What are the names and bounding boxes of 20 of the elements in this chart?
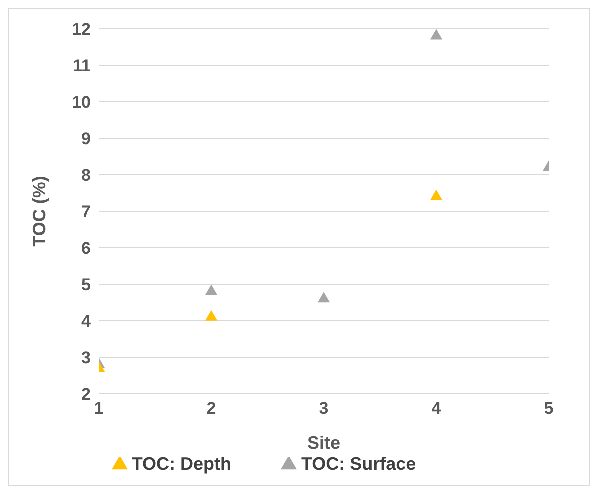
x-tick-label: 1 (94, 399, 104, 418)
legend-label: TOC: Surface (301, 454, 416, 474)
x-tick-label: 2 (206, 399, 216, 418)
y-tick-label: 4 (82, 312, 92, 332)
y-axis-title: TOC (%) (29, 176, 50, 247)
y-tick-label: 11 (73, 56, 91, 76)
y-tick-label: 3 (82, 348, 91, 368)
y-tick-label: 12 (72, 20, 91, 40)
y-tick-label: 7 (82, 202, 91, 222)
y-tick-label: 5 (82, 276, 91, 295)
y-tick-label: 10 (72, 93, 91, 112)
y-tick-label: 8 (82, 166, 91, 186)
y-tick-label: 9 (82, 130, 91, 149)
x-tick-label: 4 (432, 399, 442, 418)
x-axis-title: Site (307, 433, 341, 453)
x-tick-label: 3 (319, 399, 329, 418)
y-tick-label: 6 (82, 239, 91, 258)
x-tick-label: 5 (544, 399, 554, 418)
legend-label: TOC: Depth (132, 454, 232, 474)
y-tick-label: 2 (82, 385, 91, 404)
